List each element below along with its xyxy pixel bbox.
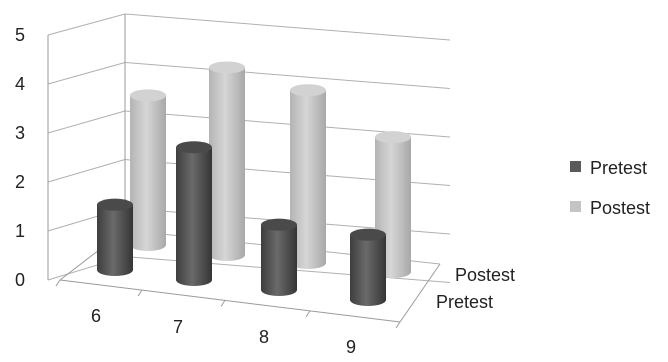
x-tick-mark <box>137 289 143 297</box>
legend-swatch-postest <box>570 201 581 212</box>
cylinder-body <box>290 90 326 269</box>
tick-labels: 0 1 2 3 4 5 6 7 8 9 Postest Pretest <box>15 25 515 357</box>
cylinder-top <box>97 198 133 211</box>
gridline-left-wall <box>47 110 126 134</box>
legend: Pretest Postest <box>570 158 650 218</box>
depth-label: Postest <box>455 265 515 285</box>
depth-label: Pretest <box>436 292 493 312</box>
x-tick-label: 6 <box>91 306 101 326</box>
legend-label: Pretest <box>590 158 647 178</box>
x-tick-label: 8 <box>259 327 269 347</box>
gridline-left-wall <box>47 159 126 183</box>
x-tick-mark <box>55 279 61 287</box>
cylinder-top <box>209 61 245 74</box>
cylinder-body <box>176 147 212 286</box>
cylinder-body <box>350 234 386 306</box>
depth-axis-line <box>399 263 441 323</box>
bar-postest-7 <box>209 61 245 262</box>
cylinder-top <box>176 141 212 154</box>
cylinder-body <box>261 224 297 296</box>
bars <box>97 61 411 306</box>
legend-swatch-pretest <box>570 161 581 172</box>
cylinder-body <box>209 67 245 262</box>
cylinder-top <box>375 131 411 144</box>
cylinder-body <box>97 204 133 276</box>
y-tick-label: 5 <box>15 25 25 45</box>
cylinder-top <box>290 84 326 97</box>
gridline-left-wall <box>47 62 126 85</box>
bar-pretest-9 <box>350 228 386 306</box>
cylinder-top <box>130 89 166 102</box>
bar-pretest-8 <box>261 218 297 296</box>
x-tick-mark <box>220 300 226 307</box>
gridline-left-wall <box>47 13 126 36</box>
bar-postest-8 <box>290 84 326 269</box>
bar-pretest-6 <box>97 198 133 276</box>
gridline-back-wall <box>124 13 451 41</box>
x-tick-label: 7 <box>173 317 183 337</box>
bar-postest-6 <box>130 89 166 251</box>
cylinder-body <box>130 95 166 251</box>
bar-pretest-7 <box>176 141 212 286</box>
legend-label: Postest <box>590 198 650 218</box>
y-tick-label: 4 <box>15 74 25 94</box>
x-axis-line <box>59 279 401 323</box>
gridline-back-wall <box>124 62 451 90</box>
y-tick-label: 3 <box>15 123 25 143</box>
y-tick-label: 2 <box>15 172 25 192</box>
y-tick-label: 1 <box>15 221 25 241</box>
cylinder-top <box>261 218 297 231</box>
cylinder-top <box>350 228 386 241</box>
x-tick-mark <box>395 321 401 329</box>
x-tick-label: 9 <box>346 337 356 357</box>
y-tick-label: 0 <box>15 270 25 290</box>
x-tick-mark <box>305 310 311 318</box>
